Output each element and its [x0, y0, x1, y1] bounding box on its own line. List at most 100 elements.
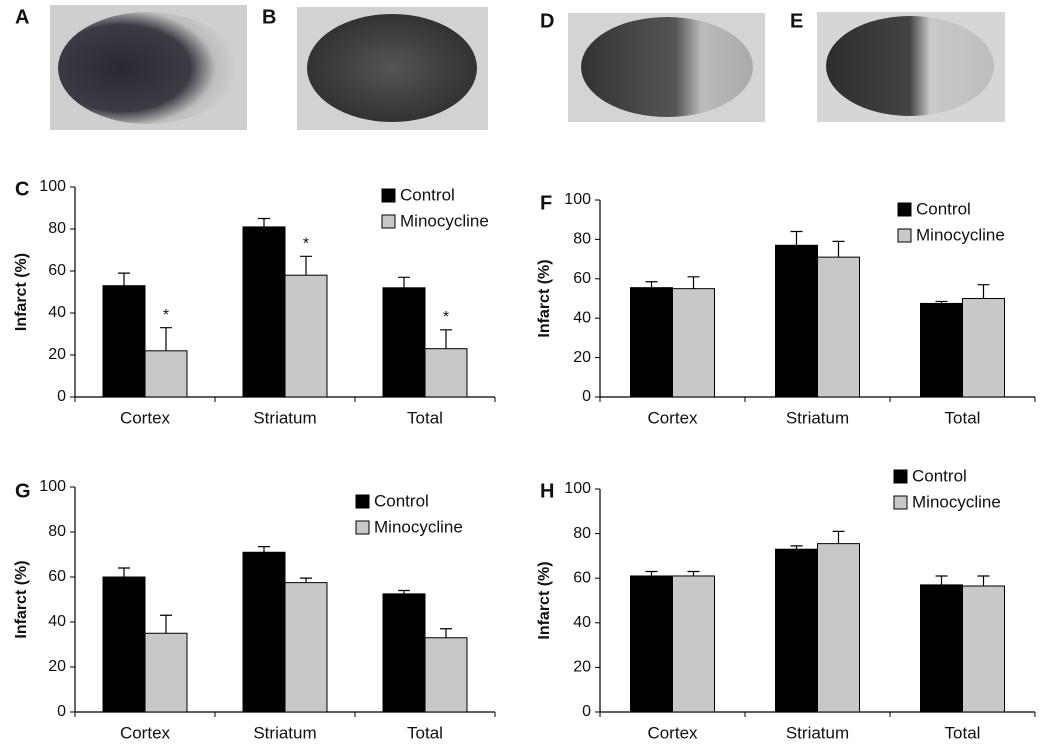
error-bar — [258, 217, 270, 227]
legend-swatch — [355, 520, 370, 535]
x-tick-label: Cortex — [120, 723, 171, 742]
bar — [284, 274, 328, 398]
error-bar — [300, 577, 312, 583]
legend-label: Minocycline — [916, 225, 1005, 244]
legend-label: Control — [912, 466, 967, 485]
y-axis-label: Infarct (%) — [13, 560, 30, 638]
y-tick-label: 60 — [573, 270, 591, 287]
error-bar — [832, 240, 845, 258]
legend-label: Control — [916, 199, 971, 218]
bar — [144, 350, 188, 398]
error-bar — [977, 575, 990, 587]
x-tick-label: Striatum — [786, 408, 849, 427]
x-tick-label: Striatum — [253, 723, 316, 742]
y-tick-label: 20 — [573, 659, 591, 676]
error-bar — [118, 567, 130, 577]
y-tick-label: 60 — [48, 568, 66, 585]
photo-d — [568, 13, 765, 122]
bar — [284, 582, 328, 713]
y-tick-label: 80 — [573, 525, 591, 542]
error-bar — [258, 546, 270, 553]
y-tick-label: 40 — [573, 614, 591, 631]
bar — [962, 298, 1005, 398]
x-tick-label: Total — [407, 408, 443, 427]
error-bar — [832, 530, 845, 544]
bar — [962, 585, 1005, 713]
error-bar — [440, 329, 452, 349]
error-bar — [645, 570, 658, 576]
y-tick-label: 0 — [582, 388, 591, 405]
y-tick-label: 80 — [573, 231, 591, 248]
y-axis-label: Infarct (%) — [536, 259, 553, 337]
bar — [382, 287, 426, 398]
bar — [242, 226, 286, 398]
x-tick-label: Cortex — [120, 408, 171, 427]
error-bar — [300, 255, 312, 276]
legend-label: Control — [374, 491, 429, 510]
bar — [672, 288, 715, 398]
bar — [920, 302, 963, 398]
error-bar — [160, 614, 172, 634]
bar — [102, 576, 146, 713]
y-tick-label: 0 — [57, 388, 66, 405]
error-bar — [118, 272, 130, 286]
legend-swatch — [893, 495, 908, 510]
x-tick-label: Striatum — [786, 723, 849, 742]
legend-label: Minocycline — [912, 492, 1001, 511]
y-tick-label: 100 — [39, 178, 66, 195]
error-bar — [160, 327, 172, 351]
panel-label: A — [15, 6, 29, 28]
x-tick-label: Total — [945, 408, 981, 427]
y-tick-label: 40 — [48, 613, 66, 630]
panel-label: H — [540, 480, 554, 502]
error-bar — [790, 545, 803, 550]
error-bar — [398, 589, 410, 594]
significance-mark: * — [443, 309, 449, 326]
photo-e — [817, 12, 1005, 122]
y-tick-label: 100 — [39, 478, 66, 495]
bar — [630, 575, 673, 713]
bar — [775, 548, 818, 713]
error-bar — [687, 570, 700, 576]
bar — [775, 244, 818, 398]
panel-label: E — [790, 10, 803, 32]
legend-swatch — [355, 494, 370, 509]
y-tick-label: 60 — [573, 569, 591, 586]
bar — [102, 285, 146, 398]
y-tick-label: 20 — [48, 658, 66, 675]
legend-swatch — [897, 202, 912, 217]
bar — [424, 637, 468, 713]
significance-mark: * — [163, 307, 169, 324]
error-bar — [790, 230, 803, 246]
y-tick-label: 80 — [48, 523, 66, 540]
photo-b — [297, 7, 488, 130]
bar — [630, 287, 673, 398]
x-tick-label: Total — [407, 723, 443, 742]
error-bar — [440, 628, 452, 638]
y-axis-label: Infarct (%) — [13, 253, 30, 331]
bar — [242, 551, 286, 713]
y-tick-label: 20 — [48, 346, 66, 363]
photo-a — [50, 5, 247, 130]
error-bar — [398, 276, 410, 288]
error-bar — [935, 575, 948, 585]
panel-label: G — [15, 480, 31, 502]
y-axis-label: Infarct (%) — [536, 561, 553, 639]
y-tick-label: 100 — [564, 191, 591, 208]
bar — [672, 575, 715, 713]
legend-label: Minocycline — [400, 211, 489, 230]
bar — [817, 256, 860, 398]
significance-mark: * — [303, 236, 309, 253]
panel-label: F — [540, 192, 552, 214]
legend-swatch — [897, 228, 912, 243]
y-tick-label: 0 — [57, 703, 66, 720]
error-bar — [687, 276, 700, 289]
bar — [920, 584, 963, 713]
panel-label: B — [262, 6, 276, 28]
legend-label: Minocycline — [374, 517, 463, 536]
panel-label: C — [15, 178, 29, 200]
legend-swatch — [381, 214, 396, 229]
y-tick-label: 40 — [48, 304, 66, 321]
